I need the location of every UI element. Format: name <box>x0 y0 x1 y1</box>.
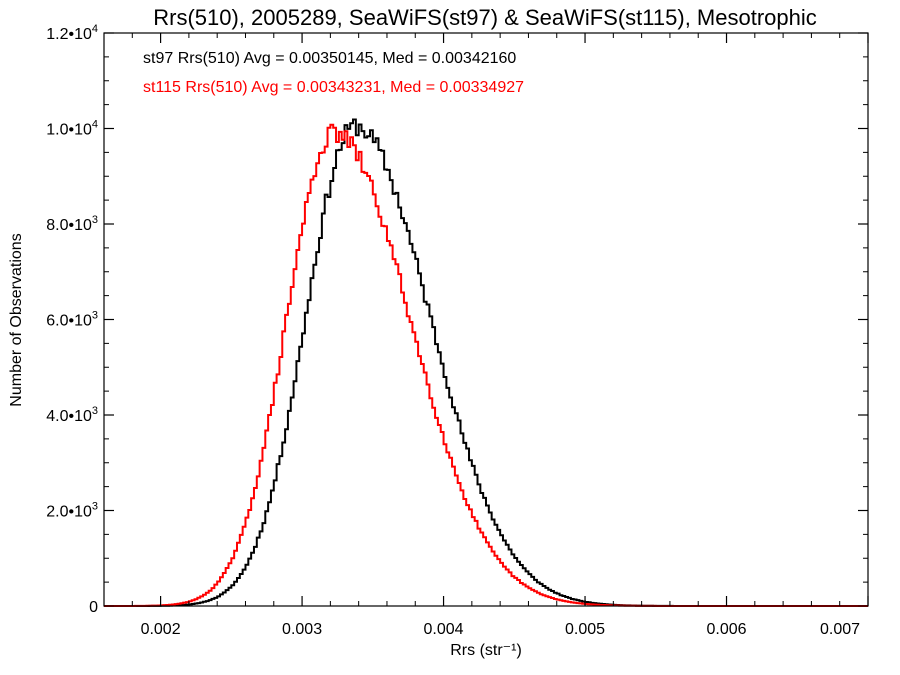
x-axis-label: Rrs (str⁻¹) <box>450 642 522 659</box>
x-tick-label: 0.003 <box>282 621 322 638</box>
x-tick-label: 0.004 <box>424 621 464 638</box>
y-tick-label: 1.2•104 <box>46 23 98 43</box>
y-tick-label: 0 <box>89 599 98 616</box>
y-tick-label: 2.0•103 <box>46 501 98 521</box>
y-axis-label: Number of Observations <box>8 233 25 406</box>
chart-title: Rrs(510), 2005289, SeaWiFS(st97) & SeaWi… <box>153 5 817 30</box>
annotation-st115: st115 Rrs(510) Avg = 0.00343231, Med = 0… <box>143 79 524 96</box>
x-tick-labels: 0.002 0.003 0.004 0.005 0.006 0.007 <box>141 621 861 638</box>
x-tick-label: 0.005 <box>565 621 605 638</box>
x-tick-label: 0.006 <box>706 621 746 638</box>
annotation-st97: st97 Rrs(510) Avg = 0.00350145, Med = 0.… <box>143 50 516 67</box>
x-tick-label: 0.007 <box>820 621 860 638</box>
y-tick-label: 4.0•103 <box>46 405 98 425</box>
y-tick-labels: 0 2.0•103 4.0•103 6.0•103 8.0•103 1.0•104 1.2•… <box>46 23 98 616</box>
y-tick-label: 8.0•103 <box>46 214 98 234</box>
x-tick-label: 0.002 <box>141 621 181 638</box>
axis-ticks <box>103 32 869 607</box>
y-tick-label: 1.0•104 <box>46 119 98 139</box>
y-tick-label: 6.0•103 <box>46 310 98 330</box>
